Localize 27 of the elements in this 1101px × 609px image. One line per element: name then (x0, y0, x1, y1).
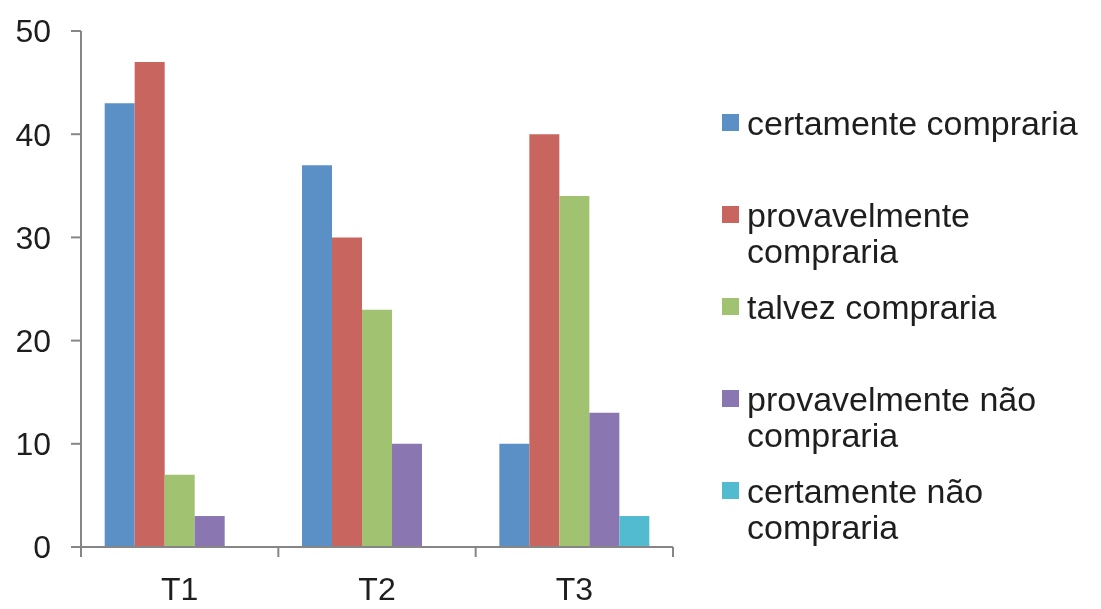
bar (134, 61, 165, 547)
bar (559, 196, 590, 547)
bar (529, 134, 560, 547)
legend-label: provavelmente não compraria (747, 380, 1038, 454)
bar (194, 516, 225, 547)
legend-label: provavelmente compraria (747, 196, 971, 270)
bar (619, 516, 650, 547)
bar (302, 165, 333, 547)
bar (499, 443, 530, 547)
bar (392, 443, 423, 547)
y-tick-label: 20 (15, 322, 51, 359)
x-tick-label: T2 (358, 571, 396, 607)
x-tick-label: T3 (555, 571, 594, 607)
y-tick-label: 10 (15, 426, 51, 463)
bar (589, 412, 620, 547)
bar (104, 103, 135, 547)
bar (362, 309, 393, 547)
legend-label: certamente compraria (747, 104, 1079, 142)
y-tick-label: 50 (15, 13, 51, 50)
legend-label: certamente não compraria (747, 472, 985, 546)
x-tick-label: T1 (160, 571, 199, 607)
y-tick-label: 0 (33, 529, 51, 566)
bar (164, 474, 195, 547)
bar (332, 237, 363, 547)
y-tick-label: 40 (15, 116, 51, 153)
y-tick-label: 30 (15, 219, 51, 256)
legend-label: talvez compraria (747, 288, 998, 326)
